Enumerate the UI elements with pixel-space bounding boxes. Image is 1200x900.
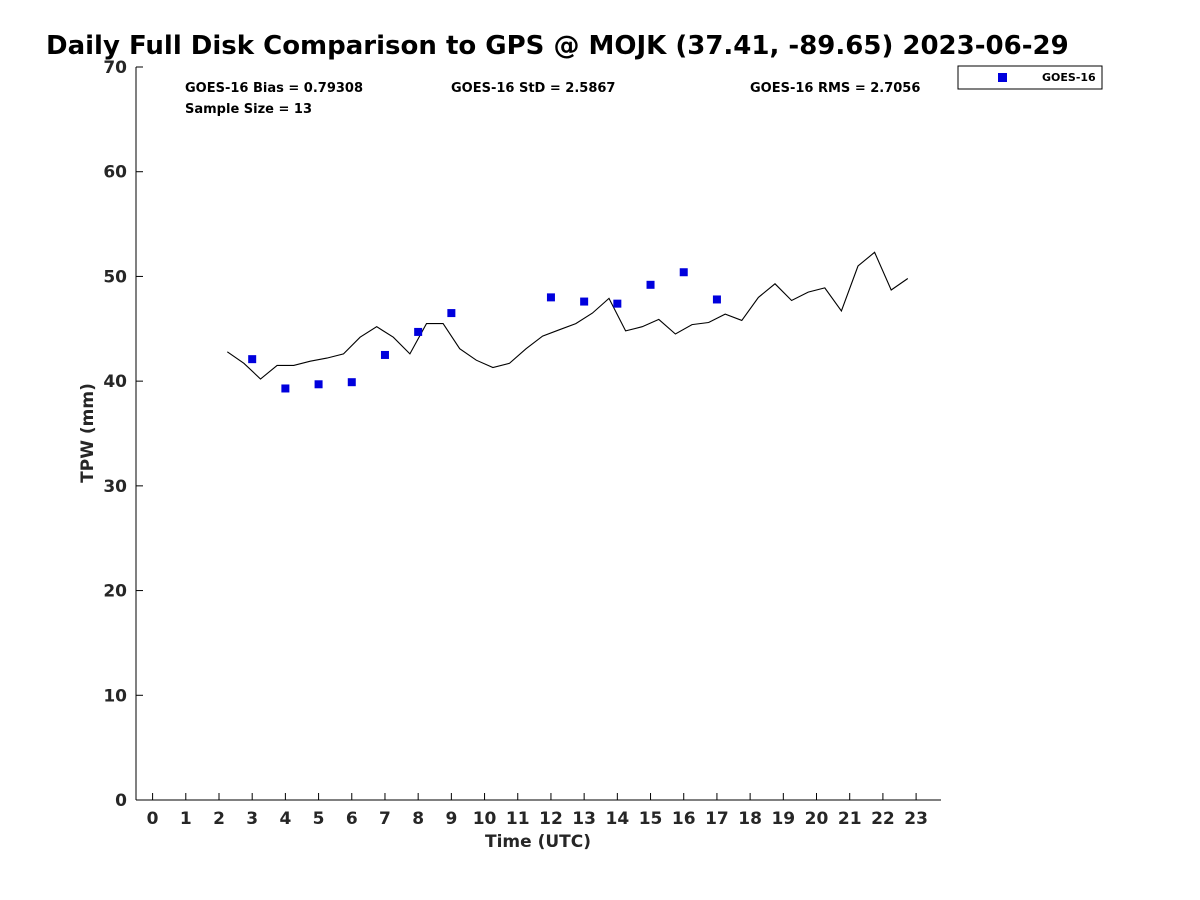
legend-marker [998,73,1007,82]
x-tick-label: 0 [147,809,159,829]
goes16-point [447,309,456,318]
goes16-point [646,280,655,289]
bias-stat: GOES-16 Bias = 0.79308 [185,81,363,96]
x-tick-label: 22 [871,809,895,829]
x-tick-label: 11 [506,809,530,829]
goes16-point [712,295,721,304]
y-axis-label: TPW (mm) [78,383,98,483]
y-tick-label: 30 [103,477,127,497]
x-tick-label: 13 [572,809,596,829]
x-tick-label: 15 [639,809,663,829]
y-tick-label: 60 [103,163,127,183]
y-tick-label: 20 [103,582,127,602]
goes16-point [546,293,555,302]
goes16-points [248,268,721,393]
goes16-point [281,384,290,393]
legend: GOES-16 [957,65,1103,90]
goes16-point [414,327,423,336]
x-tick-label: 21 [838,809,862,829]
gps-tpw-line [226,251,909,380]
goes16-point [679,268,688,277]
legend-label: GOES-16 [1042,71,1096,84]
goes16-point [314,380,323,389]
goes16-point [613,299,622,308]
y-ticks: 0 10 20 30 40 50 60 70 [103,58,143,811]
y-tick-label: 70 [103,58,127,78]
x-tick-label: 2 [213,809,225,829]
sample-size-stat: Sample Size = 13 [185,102,312,117]
x-ticks: 0 1 2 3 4 5 6 7 8 9 10 11 12 13 14 15 16 17 18 19 20 21 22 23 [147,793,928,829]
y-tick-label: 40 [103,372,127,392]
goes16-point [380,350,389,359]
x-tick-label: 16 [672,809,696,829]
goes16-point [580,297,589,306]
x-tick-label: 5 [313,809,325,829]
y-tick-label: 0 [115,791,127,811]
x-tick-label: 17 [705,809,729,829]
goes16-point [347,378,356,387]
y-tick-label: 50 [103,267,127,287]
x-tick-label: 18 [738,809,762,829]
gps-line [226,251,909,380]
x-tick-label: 10 [473,809,497,829]
x-axis-label: Time (UTC) [485,832,591,852]
chart-title: Daily Full Disk Comparison to GPS @ MOJK… [46,31,1069,61]
legend-box [957,65,1103,90]
x-tick-label: 4 [279,809,291,829]
x-tick-label: 6 [346,809,358,829]
x-tick-label: 12 [539,809,563,829]
x-tick-label: 8 [412,809,424,829]
y-tick-label: 10 [103,686,127,706]
x-tick-label: 1 [180,809,192,829]
goes16-point [248,355,257,364]
x-tick-label: 3 [246,809,258,829]
x-tick-label: 14 [606,809,630,829]
std-stat: GOES-16 StD = 2.5867 [451,81,615,96]
x-tick-label: 20 [805,809,829,829]
axes [135,67,941,801]
rms-stat: GOES-16 RMS = 2.7056 [750,81,920,96]
x-tick-label: 23 [904,809,928,829]
x-tick-label: 7 [379,809,391,829]
x-tick-label: 19 [771,809,795,829]
x-tick-label: 9 [445,809,457,829]
